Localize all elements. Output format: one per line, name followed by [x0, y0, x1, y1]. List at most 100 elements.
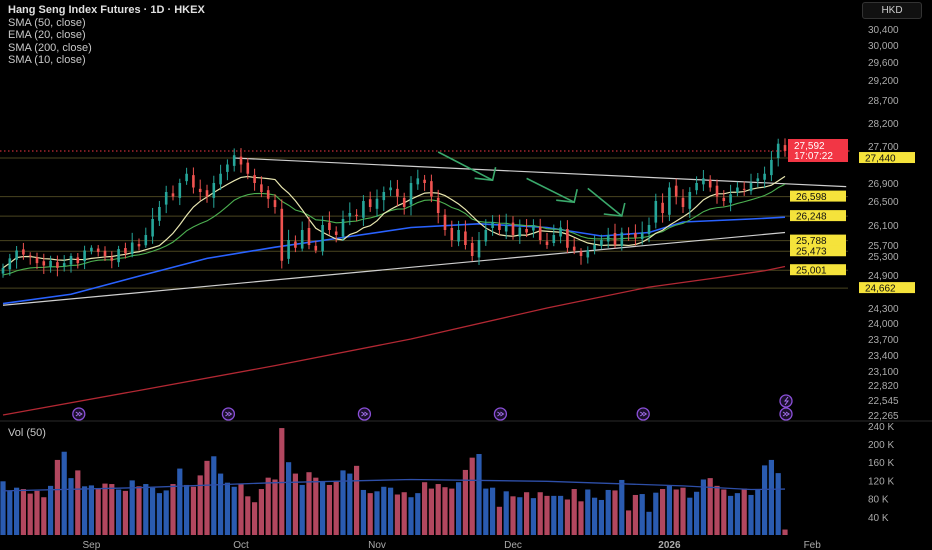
level-price-tag: 27,440	[859, 152, 915, 165]
price-tick-label: 22,545	[868, 396, 899, 407]
candle	[185, 167, 188, 185]
candle-body	[144, 235, 148, 246]
candle-body	[552, 235, 556, 243]
volume-bar	[510, 496, 516, 535]
candle	[464, 220, 467, 250]
volume-bar	[75, 470, 81, 535]
candle-body	[491, 222, 494, 228]
arrow-shaft	[437, 151, 493, 181]
candle	[443, 209, 447, 236]
candle-body	[430, 181, 433, 197]
indicator-sma200[interactable]: SMA (200, close)	[8, 41, 92, 54]
event-marker[interactable]	[72, 407, 86, 421]
indicator-sma50[interactable]: SMA (50, close)	[8, 16, 86, 29]
event-marker[interactable]	[493, 407, 508, 421]
volume-bar	[442, 487, 448, 535]
event-marker[interactable]	[779, 407, 793, 421]
candle	[416, 169, 420, 190]
candle	[600, 234, 603, 250]
volume-bar	[258, 489, 264, 535]
level-price-tag: 25,788	[790, 234, 846, 247]
candle-body	[76, 257, 80, 264]
event-marker[interactable]	[636, 407, 650, 421]
volume-bar	[116, 489, 122, 535]
volume-bar	[252, 502, 258, 535]
candle	[124, 242, 127, 259]
currency-button[interactable]: HKD	[862, 2, 922, 19]
candle	[722, 190, 726, 207]
volume-bar	[408, 497, 414, 535]
candle	[103, 246, 107, 261]
price-tick-label: 23,400	[868, 351, 899, 362]
volume-bar	[306, 472, 312, 535]
candle	[28, 252, 32, 265]
volume-bar	[163, 490, 169, 535]
candle	[661, 193, 664, 223]
level-tag-bg	[790, 245, 846, 257]
candle	[266, 186, 270, 209]
volume-bar	[748, 494, 754, 535]
volume-bar	[204, 460, 210, 535]
price-tick-label: 25,300	[868, 252, 899, 263]
volume-bar	[592, 497, 598, 535]
level-price-tag: 26,248	[790, 210, 846, 223]
indicator-ema20[interactable]: EMA (20, close)	[8, 29, 86, 41]
volume-bar	[537, 492, 543, 535]
volume-bar	[422, 482, 428, 535]
candle-body	[185, 173, 188, 182]
volume-bar	[775, 473, 781, 535]
sma50-line	[2, 216, 786, 305]
level-tag-bg	[859, 152, 915, 164]
candle	[566, 220, 569, 253]
candle	[668, 182, 671, 222]
candle	[436, 189, 440, 224]
candle	[674, 178, 678, 205]
candle	[749, 173, 753, 195]
candle-body	[62, 263, 66, 266]
volume-bar	[755, 489, 761, 535]
candle-body	[300, 230, 304, 249]
candle-body	[423, 179, 426, 183]
event-marker[interactable]	[221, 407, 236, 421]
candle-body	[736, 187, 739, 193]
volume-bar	[524, 492, 530, 535]
volume-bar	[666, 485, 672, 535]
candle-body	[219, 173, 222, 185]
volume-bar	[728, 495, 734, 535]
candle	[491, 215, 494, 236]
indicator-sma10[interactable]: SMA (10, close)	[8, 54, 86, 66]
volume-bar	[326, 484, 332, 535]
candle-body	[171, 193, 175, 197]
candle-body	[90, 247, 93, 252]
candle	[736, 181, 739, 197]
symbol-title[interactable]: Hang Seng Index Futures · 1D · HKEX	[8, 4, 205, 16]
volume-bar	[571, 489, 577, 535]
candle-body	[375, 198, 379, 209]
candle	[627, 227, 630, 241]
volume-legend[interactable]: Vol (50)	[8, 427, 46, 439]
price-tick-label: 24,000	[868, 319, 899, 330]
level-tag-bg	[790, 190, 846, 202]
event-marker[interactable]	[357, 407, 372, 421]
candle-body	[484, 230, 488, 242]
candle	[42, 253, 46, 274]
event-earnings-marker[interactable]	[779, 394, 793, 408]
volume-bar	[517, 497, 523, 535]
volume-bar	[700, 479, 706, 535]
candle-body	[477, 240, 481, 258]
volume-bar	[197, 475, 203, 535]
event-glyph	[639, 411, 648, 417]
candle-body	[504, 225, 508, 232]
candle	[294, 235, 297, 253]
volume-bar	[218, 473, 224, 535]
candle-body	[416, 178, 420, 185]
volume-bar	[564, 499, 570, 535]
candle	[69, 253, 73, 273]
time-axis-label: Nov	[368, 540, 386, 550]
volume-bar	[7, 490, 13, 535]
candle-body	[137, 244, 141, 247]
candle	[518, 219, 522, 244]
candle	[634, 224, 637, 246]
candle-body	[586, 250, 590, 258]
